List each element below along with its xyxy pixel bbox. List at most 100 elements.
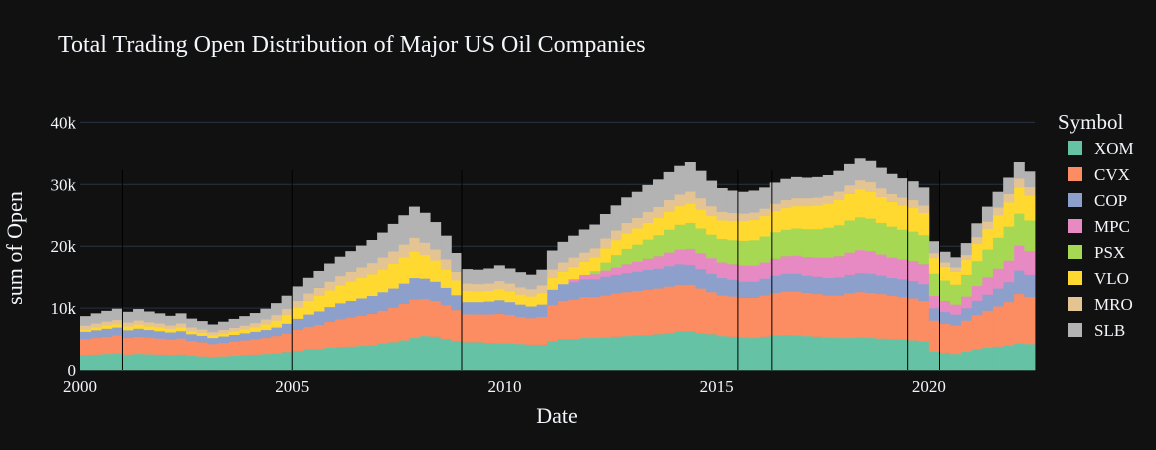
bar-mro bbox=[621, 222, 633, 234]
bar-vlo bbox=[515, 294, 527, 305]
bar-cop bbox=[886, 277, 898, 297]
legend-swatch-psx bbox=[1068, 245, 1082, 259]
bar-cop bbox=[345, 300, 357, 318]
bar-mpc bbox=[939, 300, 951, 313]
bar-cop bbox=[228, 334, 240, 342]
bar-cop bbox=[578, 279, 590, 298]
bar-cvx bbox=[674, 284, 686, 332]
legend-items: XOM CVX COP MPC PSX VLO MRO SLB bbox=[1068, 139, 1134, 340]
bar-mro bbox=[451, 271, 463, 281]
bar-cvx bbox=[897, 296, 909, 340]
bar-cop bbox=[833, 277, 845, 296]
bar-mro bbox=[302, 293, 314, 301]
bar-cvx bbox=[334, 319, 346, 348]
bar-vlo bbox=[175, 327, 187, 332]
bar-cop bbox=[419, 278, 431, 300]
bar-mpc bbox=[748, 265, 760, 282]
bar-xom bbox=[515, 344, 527, 371]
bar-slb bbox=[1003, 177, 1015, 194]
bar-xom bbox=[578, 337, 590, 371]
bar-cvx bbox=[918, 300, 930, 342]
bar-psx bbox=[854, 217, 866, 251]
bar-cop bbox=[196, 335, 208, 343]
series-mro bbox=[80, 178, 1036, 336]
bar-xom bbox=[1003, 345, 1015, 371]
bar-slb bbox=[525, 274, 537, 290]
bar-psx bbox=[950, 284, 962, 305]
legend-swatch-vlo bbox=[1068, 271, 1082, 285]
bar-mro bbox=[844, 184, 856, 194]
bar-mpc bbox=[578, 274, 590, 280]
bar-cvx bbox=[228, 341, 240, 357]
bar-vlo bbox=[1013, 187, 1025, 214]
bar-cvx bbox=[387, 307, 399, 343]
bar-slb bbox=[408, 206, 420, 238]
bar-cvx bbox=[706, 292, 718, 335]
bar-vlo bbox=[653, 217, 665, 236]
bar-xom bbox=[780, 334, 792, 371]
bar-cop bbox=[854, 272, 866, 293]
legend-label-mpc: MPC bbox=[1094, 217, 1130, 236]
bar-mro bbox=[589, 248, 601, 258]
bar-slb bbox=[260, 308, 272, 320]
bar-cvx bbox=[440, 305, 452, 340]
bar-mpc bbox=[769, 258, 781, 276]
bar-mro bbox=[408, 237, 420, 252]
bar-slb bbox=[271, 303, 283, 316]
bar-cop bbox=[918, 283, 930, 301]
bar-mpc bbox=[844, 252, 856, 275]
bar-xom bbox=[695, 332, 707, 371]
bar-cvx bbox=[419, 298, 431, 337]
bar-vlo bbox=[493, 288, 505, 301]
bar-cop bbox=[154, 331, 166, 339]
bar-vlo bbox=[260, 324, 272, 331]
bar-cvx bbox=[801, 292, 813, 337]
bar-psx bbox=[886, 226, 898, 258]
x-axis-title: Date bbox=[536, 403, 578, 428]
bar-xom bbox=[164, 354, 176, 371]
bar-cop bbox=[80, 331, 92, 340]
bar-cop bbox=[589, 279, 601, 298]
bar-cvx bbox=[759, 295, 771, 337]
bar-mro bbox=[377, 257, 389, 270]
bar-vlo bbox=[992, 215, 1004, 238]
bar-xom bbox=[759, 336, 771, 371]
bar-vlo bbox=[918, 212, 930, 236]
bar-slb bbox=[515, 272, 527, 288]
bar-xom bbox=[355, 345, 367, 371]
legend-swatch-xom bbox=[1068, 141, 1082, 155]
bar-xom bbox=[472, 342, 484, 371]
bar-mpc bbox=[599, 270, 611, 277]
bar-cop bbox=[133, 328, 145, 337]
bar-slb bbox=[674, 165, 686, 195]
bar-mro bbox=[493, 280, 505, 290]
bar-cop bbox=[260, 329, 272, 339]
bar-cop bbox=[801, 275, 813, 293]
bar-cvx bbox=[875, 293, 887, 339]
bar-vlo bbox=[790, 205, 802, 229]
bar-mpc bbox=[897, 259, 909, 280]
bar-cvx bbox=[822, 295, 834, 338]
bar-xom bbox=[748, 337, 760, 371]
bar-cop bbox=[122, 330, 134, 339]
bar-slb bbox=[706, 180, 718, 207]
bar-cvx bbox=[472, 314, 484, 343]
series-cvx bbox=[80, 284, 1036, 358]
bar-mro bbox=[111, 319, 123, 325]
bar-cvx bbox=[122, 337, 134, 355]
bar-vlo bbox=[281, 314, 293, 324]
bar-slb bbox=[653, 179, 665, 207]
bar-vlo bbox=[939, 266, 951, 281]
bar-cop bbox=[1003, 282, 1015, 303]
bar-vlo bbox=[907, 207, 919, 232]
bar-cop bbox=[674, 264, 686, 285]
bar-cvx bbox=[1024, 296, 1036, 345]
bar-mro bbox=[186, 327, 198, 332]
bar-xom bbox=[430, 336, 442, 371]
bar-mro bbox=[196, 329, 208, 333]
bar-vlo bbox=[111, 324, 123, 328]
bar-mro bbox=[1003, 193, 1015, 203]
bar-mpc bbox=[801, 256, 813, 276]
bar-vlo bbox=[599, 248, 611, 263]
